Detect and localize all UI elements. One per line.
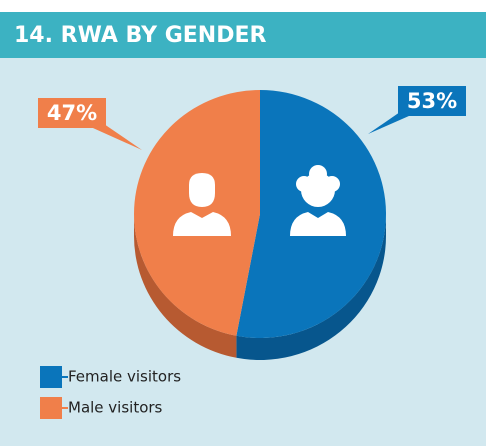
title-bar xyxy=(0,12,486,58)
pie xyxy=(134,90,387,360)
female-body xyxy=(290,212,346,236)
pie-slice xyxy=(134,90,260,336)
legend-label: Male visitors xyxy=(68,399,163,417)
value-label: 53% xyxy=(407,89,457,113)
female-hair xyxy=(309,165,327,183)
male-head xyxy=(189,173,215,207)
callout-box xyxy=(398,86,466,116)
callout-box xyxy=(38,98,106,128)
pie-side xyxy=(134,214,237,358)
callout-pointer xyxy=(368,112,418,134)
callout-pointer xyxy=(84,124,142,150)
female-hair xyxy=(324,176,340,192)
chart-title: 14. RWA BY GENDER xyxy=(14,23,266,48)
male-body xyxy=(173,212,231,236)
legend-label: Female visitors xyxy=(68,368,181,386)
value-label: 47% xyxy=(47,101,97,125)
female-hair xyxy=(296,176,312,192)
male-icon xyxy=(173,173,231,236)
legend-swatch xyxy=(40,397,62,419)
female-icon xyxy=(290,165,346,236)
pie-side xyxy=(236,214,386,360)
legend-swatch xyxy=(40,366,62,388)
